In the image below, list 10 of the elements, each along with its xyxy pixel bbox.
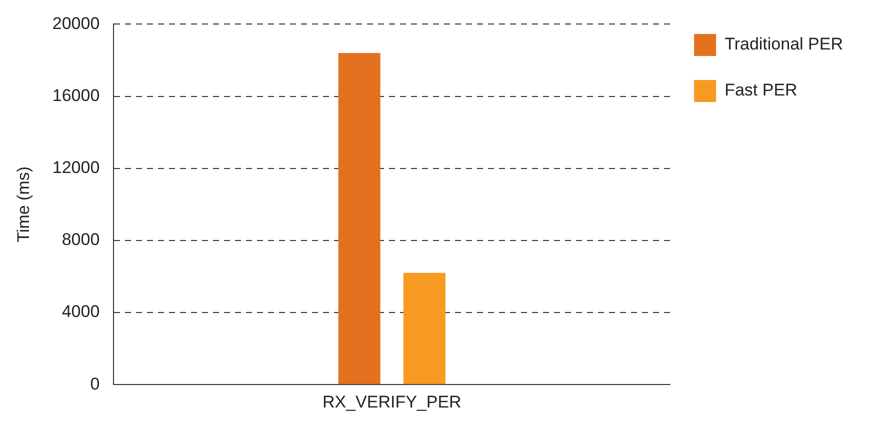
y-tick-label: 8000 [62, 230, 100, 250]
legend-label: Fast PER [724, 80, 798, 100]
legend-label: Traditional PER [724, 34, 844, 54]
x-tick-label: RX_VERIFY_PER [322, 392, 462, 412]
y-tick-label: 12000 [52, 158, 100, 178]
y-tick-label: 0 [90, 374, 100, 394]
y-tick-label: 20000 [52, 14, 100, 33]
y-tick-label: 16000 [52, 86, 100, 105]
y-tick-label: 4000 [62, 302, 100, 322]
y-axis-title: Time (ms) [14, 166, 33, 242]
